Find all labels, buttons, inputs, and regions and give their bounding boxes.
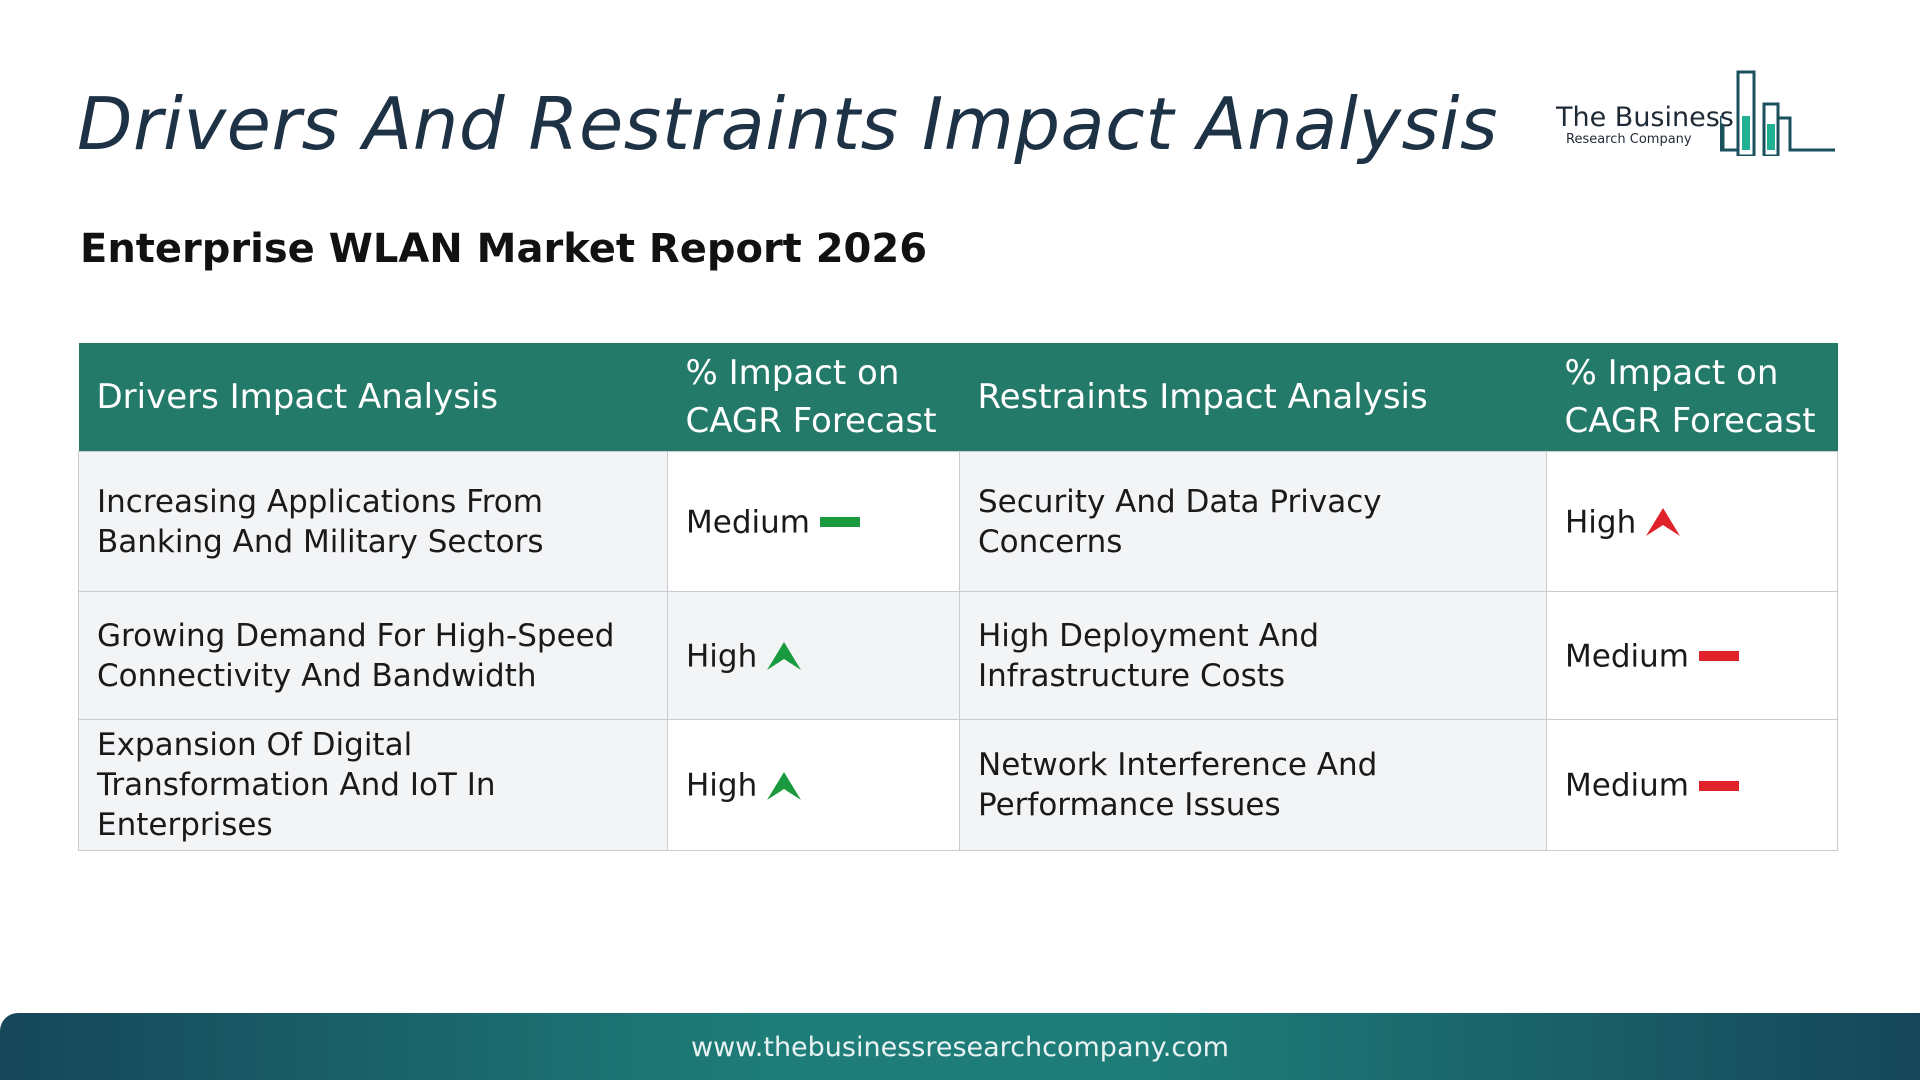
driver-impact-cell: Medium [667, 451, 960, 592]
footer-website-link[interactable]: www.thebusinessresearchcompany.com [691, 1032, 1229, 1063]
header-restraints-impact: % Impact on CAGR Forecast [1546, 343, 1838, 452]
logo-text-secondary: Research Company [1566, 132, 1692, 147]
driver-impact-cell: High [667, 719, 960, 851]
driver-impact-cell: High [667, 591, 960, 720]
arrow-up-icon [767, 642, 802, 671]
impact-level: High [1565, 504, 1637, 541]
restraint-cell: High Deployment And Infrastructure Costs [959, 591, 1547, 720]
company-logo: The Business Research Company [1556, 66, 1836, 156]
dash-icon [1698, 651, 1739, 662]
footer-bar: www.thebusinessresearchcompany.com [0, 1013, 1920, 1080]
restraint-impact-cell: Medium [1546, 719, 1838, 851]
report-subtitle: Enterprise WLAN Market Report 2026 [80, 226, 928, 272]
table-row: Growing Demand For High-Speed Connectivi… [78, 591, 1838, 720]
driver-cell: Increasing Applications From Banking And… [78, 451, 668, 592]
page-title: Drivers And Restraints Impact Analysis [77, 82, 1499, 166]
table-row: Increasing Applications From Banking And… [78, 451, 1838, 592]
bar-chart-building-icon [1720, 70, 1835, 156]
impact-level: Medium [686, 504, 810, 541]
impact-table: Drivers Impact Analysis % Impact on CAGR… [78, 343, 1838, 851]
driver-cell: Expansion Of Digital Transformation And … [78, 719, 668, 851]
driver-cell: Growing Demand For High-Speed Connectivi… [78, 591, 668, 720]
impact-level: High [686, 767, 758, 804]
restraint-impact-cell: Medium [1546, 591, 1838, 720]
restraint-cell: Security And Data Privacy Concerns [959, 451, 1547, 592]
arrow-up-icon [767, 771, 802, 800]
impact-level: Medium [1565, 767, 1689, 804]
restraint-impact-cell: High [1546, 451, 1838, 592]
header-drivers-impact: % Impact on CAGR Forecast [667, 343, 960, 452]
arrow-up-icon [1646, 508, 1681, 537]
header-restraints: Restraints Impact Analysis [959, 343, 1547, 452]
restraint-cell: Network Interference And Performance Iss… [959, 719, 1547, 851]
impact-level: Medium [1565, 638, 1689, 675]
dash-icon [819, 517, 860, 528]
impact-level: High [686, 638, 758, 675]
logo-text-primary: The Business [1556, 102, 1734, 133]
dash-icon [1698, 780, 1739, 791]
header-drivers: Drivers Impact Analysis [78, 343, 668, 452]
table-row: Expansion Of Digital Transformation And … [78, 719, 1838, 851]
table-header-row: Drivers Impact Analysis % Impact on CAGR… [78, 343, 1838, 452]
